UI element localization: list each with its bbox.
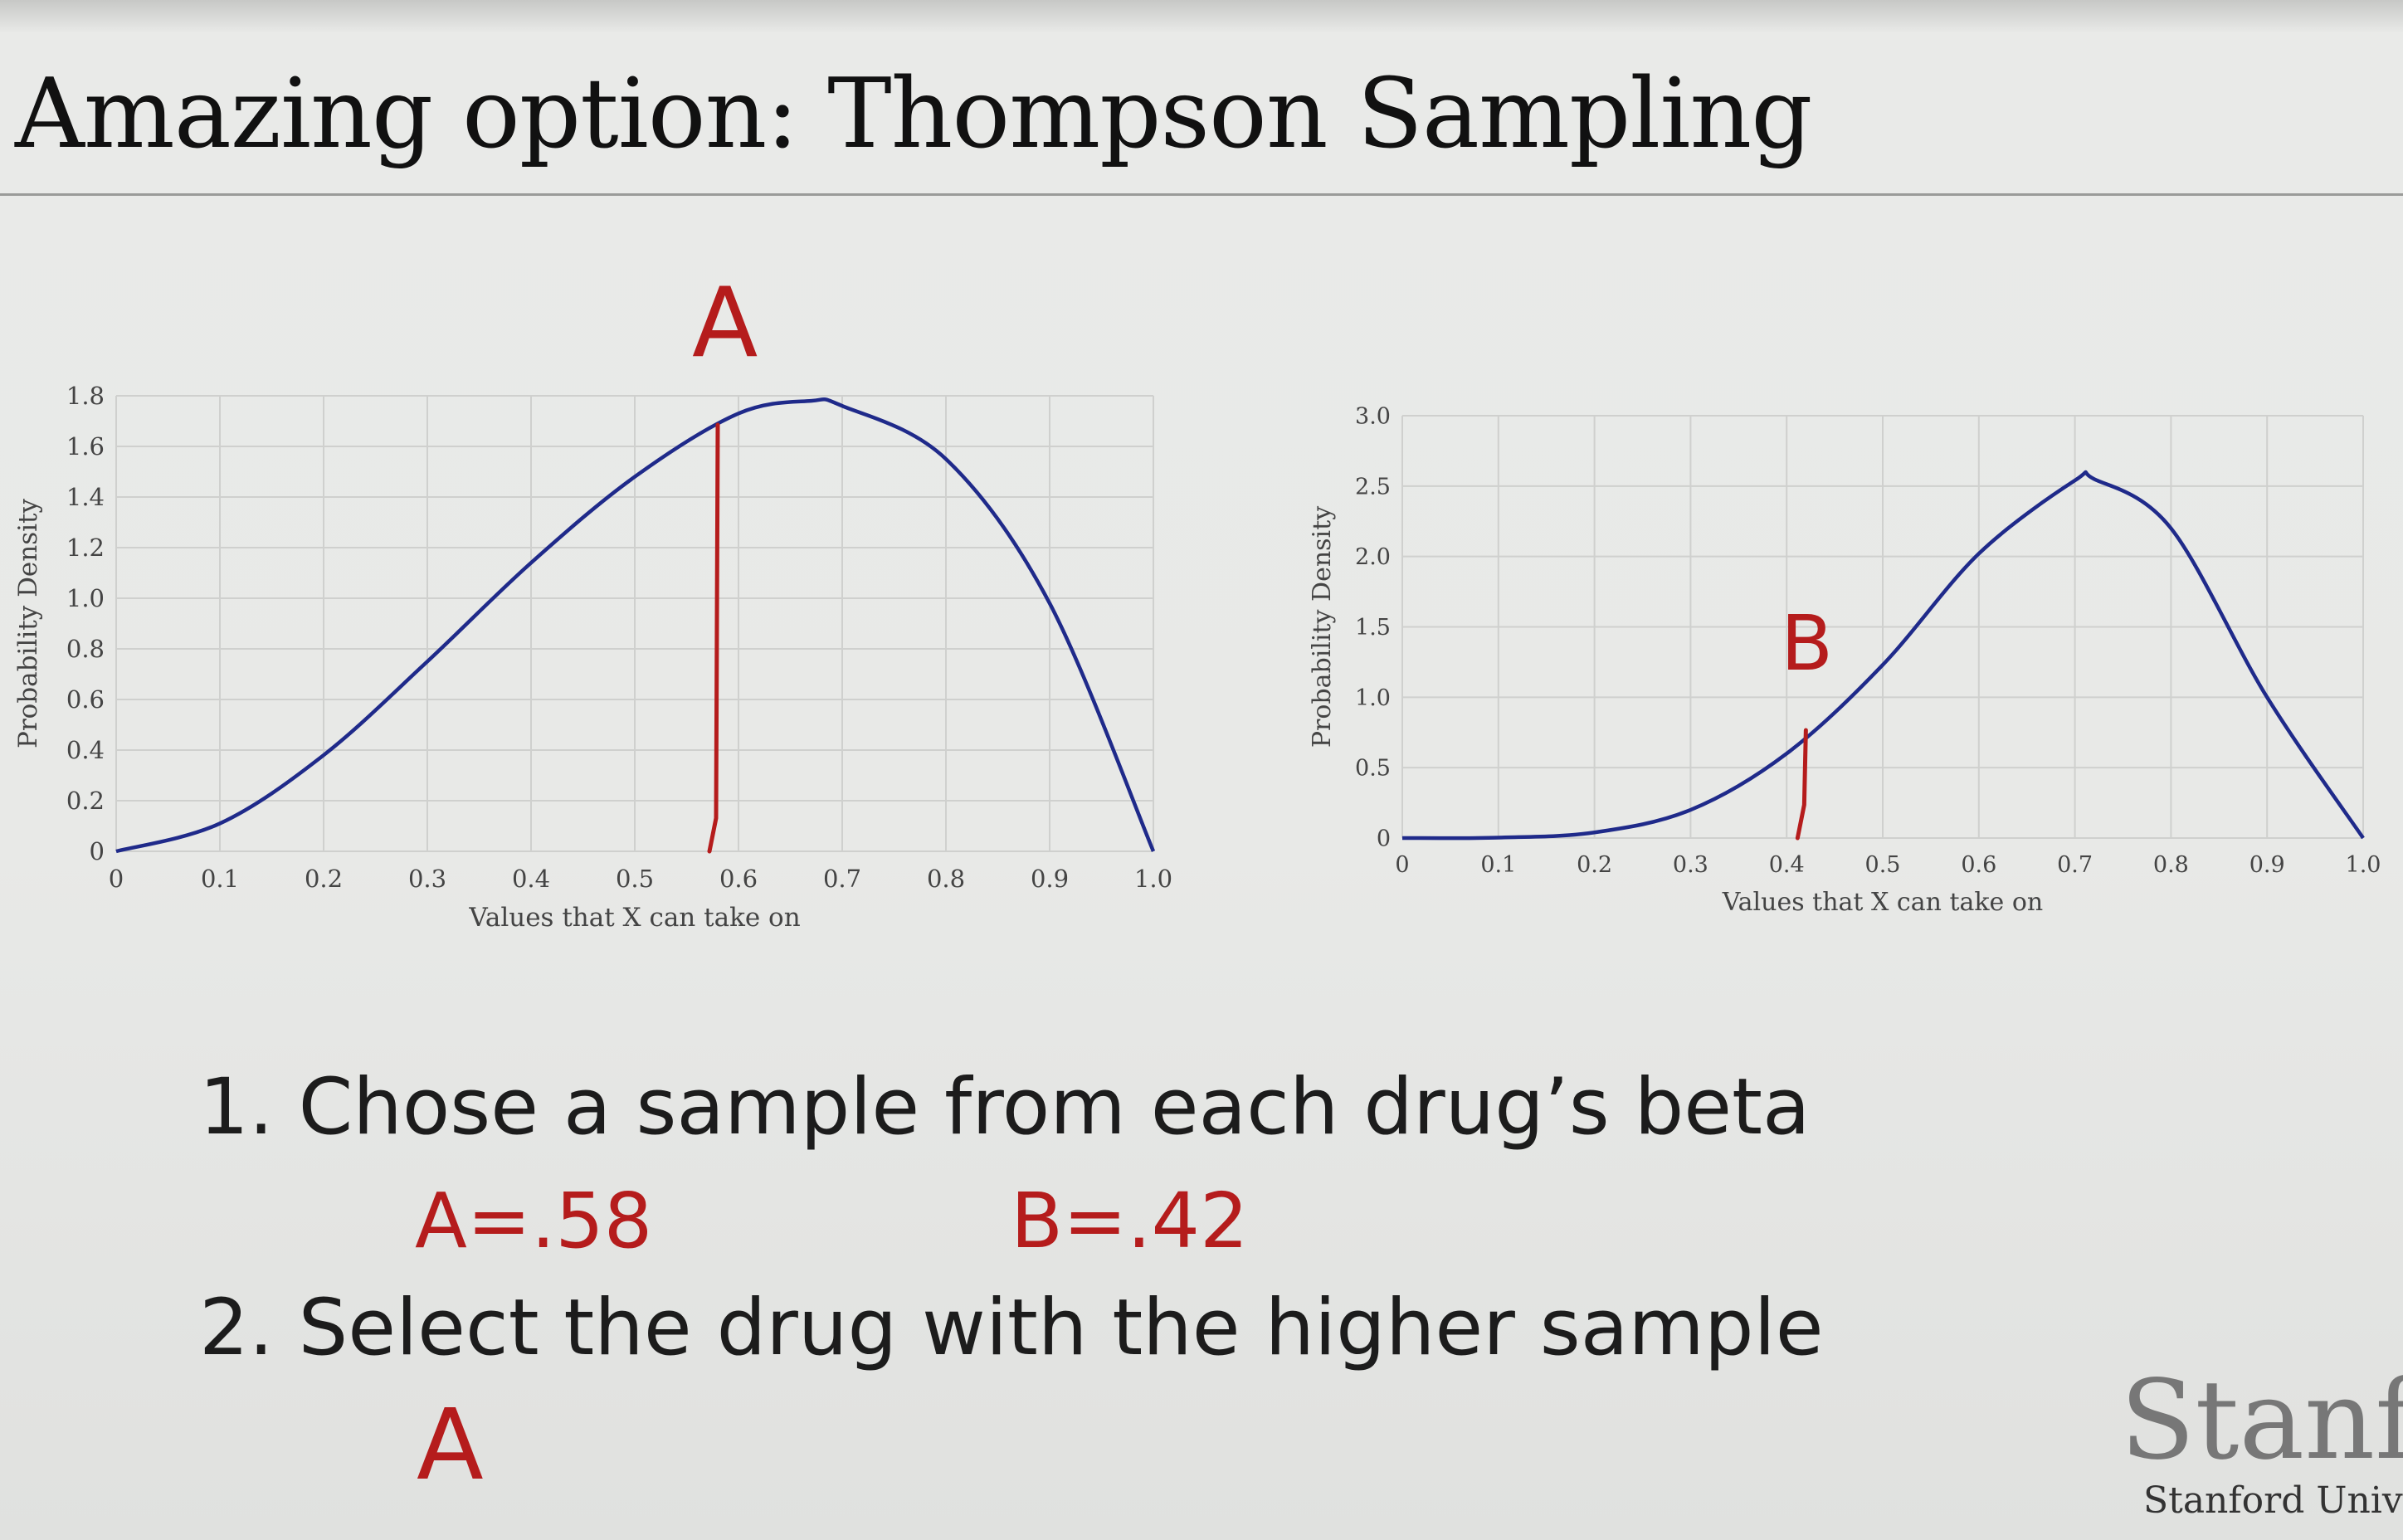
logo-subtitle: Stanford Unive xyxy=(2143,1479,2403,1522)
step-2: 2. Select the drug with the higher sampl… xyxy=(199,1283,1824,1373)
chart-b-marker-label: B xyxy=(1781,599,1834,688)
y-tick-label: 0 xyxy=(90,837,105,865)
y-tick-label: 0.8 xyxy=(66,635,105,663)
x-tick-label: 0.6 xyxy=(719,865,758,893)
sample-b-annotation: B=.42 xyxy=(1011,1177,1249,1265)
y-tick-label: 2.5 xyxy=(1355,474,1391,500)
y-tick-label: 0 xyxy=(1377,826,1391,851)
x-tick-label: 0.7 xyxy=(2057,852,2093,878)
y-tick-label: 1.8 xyxy=(66,382,105,410)
y-axis-title: Probability Density xyxy=(13,498,43,748)
y-tick-label: 1.5 xyxy=(1355,615,1391,641)
y-tick-label: 0.4 xyxy=(66,736,105,764)
y-tick-label: 1.0 xyxy=(66,584,105,612)
density-curve xyxy=(115,397,1156,854)
x-tick-label: 0.1 xyxy=(1480,852,1516,878)
y-tick-label: 3.0 xyxy=(1355,403,1391,429)
x-tick-label: 0.3 xyxy=(1673,852,1708,878)
x-tick-label: 0.6 xyxy=(1961,852,1996,878)
x-tick-label: 0.2 xyxy=(305,865,343,893)
x-tick-label: 0.3 xyxy=(408,865,446,893)
y-tick-label: 0.6 xyxy=(66,685,105,714)
y-tick-label: 1.0 xyxy=(1355,685,1391,711)
sample-marker-line xyxy=(707,422,720,854)
x-tick-label: 0 xyxy=(1395,852,1409,878)
y-tick-label: 1.2 xyxy=(66,534,105,562)
y-tick-label: 1.6 xyxy=(66,432,105,461)
x-tick-label: 0.4 xyxy=(1769,852,1805,878)
y-tick-label: 0.2 xyxy=(66,787,105,815)
x-tick-label: 1.0 xyxy=(1134,865,1172,893)
chart-b: 0 0.1 0.2 0.3 0.4 0.5 0.6 0.7 0.8 0.9 1.0 0 0.5 1.0 1.… xyxy=(1308,403,2381,917)
sample-marker-line xyxy=(1795,728,1808,841)
university-logo: Stanfo Stanford Unive xyxy=(2120,1365,2403,1540)
chosen-drug-annotation: A xyxy=(417,1387,484,1502)
slide-title: Amazing option: Thompson Sampling xyxy=(15,58,1812,170)
x-axis-title: Values that X can take on xyxy=(468,903,800,933)
x-tick-label: 0.7 xyxy=(823,865,861,893)
y-tick-label: 1.4 xyxy=(66,483,105,511)
title-divider xyxy=(0,193,2403,196)
x-tick-label: 1.0 xyxy=(2346,852,2381,878)
x-tick-label: 0.1 xyxy=(201,865,239,893)
y-axis-title: Probability Density xyxy=(1308,506,1337,748)
x-tick-label: 0.4 xyxy=(512,865,550,893)
x-tick-label: 0.8 xyxy=(927,865,965,893)
step-1: 1. Chose a sample from each drug’s beta xyxy=(199,1062,1811,1153)
x-axis-title: Values that X can take on xyxy=(1722,888,2043,917)
logo-wordmark: Stanfo xyxy=(2120,1365,2403,1484)
x-tick-label: 0.5 xyxy=(1865,852,1901,878)
y-tick-label: 2.0 xyxy=(1355,544,1391,570)
x-tick-label: 0.2 xyxy=(1577,852,1612,878)
y-tick-label: 0.5 xyxy=(1355,756,1391,782)
x-tick-label: 0.9 xyxy=(1031,865,1069,893)
x-tick-label: 0.5 xyxy=(616,865,654,893)
x-tick-label: 0.9 xyxy=(2249,852,2285,878)
chart-a-marker-label: A xyxy=(692,267,758,379)
density-curve xyxy=(1401,470,2365,841)
sample-a-annotation: A=.58 xyxy=(415,1177,653,1265)
x-tick-label: 0 xyxy=(109,865,124,893)
x-tick-label: 0.8 xyxy=(2153,852,2189,878)
chart-a: 0 0.1 0.2 0.3 0.4 0.5 0.6 0.7 0.8 0.9 1.0 0 0.2 0.4 0.… xyxy=(13,382,1172,933)
